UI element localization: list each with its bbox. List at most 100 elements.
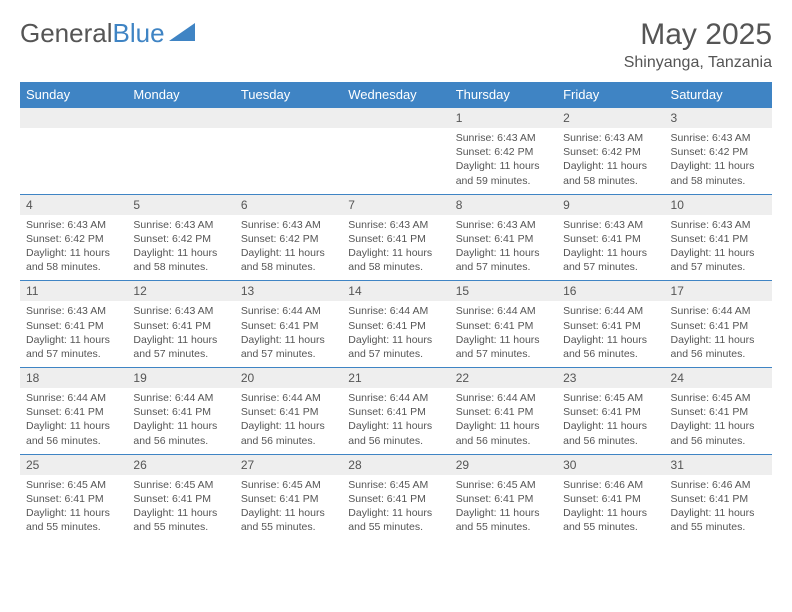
day-info-line: Daylight: 11 hours: [563, 246, 658, 260]
day-number: 11: [20, 281, 127, 301]
day-info-line: Sunset: 6:41 PM: [456, 405, 551, 419]
day-info-line: Daylight: 11 hours: [671, 246, 766, 260]
logo: GeneralBlue: [20, 18, 195, 49]
weekday-header: Monday: [127, 82, 234, 108]
day-body: Sunrise: 6:45 AMSunset: 6:41 PMDaylight:…: [20, 475, 127, 541]
day-info-line: and 59 minutes.: [456, 174, 551, 188]
weekday-header: Saturday: [665, 82, 772, 108]
day-info-line: and 56 minutes.: [133, 434, 228, 448]
day-info-line: and 56 minutes.: [348, 434, 443, 448]
calendar-day-cell: 1Sunrise: 6:43 AMSunset: 6:42 PMDaylight…: [450, 108, 557, 195]
day-info-line: and 58 minutes.: [671, 174, 766, 188]
calendar-day-cell: 20Sunrise: 6:44 AMSunset: 6:41 PMDayligh…: [235, 368, 342, 455]
day-info-line: and 55 minutes.: [133, 520, 228, 534]
day-info-line: Sunset: 6:41 PM: [563, 405, 658, 419]
day-info-line: and 56 minutes.: [26, 434, 121, 448]
day-number: 23: [557, 368, 664, 388]
day-info-line: and 58 minutes.: [133, 260, 228, 274]
day-info-line: Sunrise: 6:43 AM: [133, 304, 228, 318]
calendar-week-row: 11Sunrise: 6:43 AMSunset: 6:41 PMDayligh…: [20, 281, 772, 368]
day-info-line: and 56 minutes.: [241, 434, 336, 448]
day-number: 17: [665, 281, 772, 301]
day-body: Sunrise: 6:43 AMSunset: 6:42 PMDaylight:…: [450, 128, 557, 194]
month-title: May 2025: [624, 18, 772, 52]
day-info-line: Sunrise: 6:46 AM: [563, 478, 658, 492]
day-info-line: and 58 minutes.: [563, 174, 658, 188]
day-info-line: and 56 minutes.: [563, 434, 658, 448]
day-info-line: and 57 minutes.: [671, 260, 766, 274]
day-info-line: Sunrise: 6:43 AM: [563, 218, 658, 232]
day-number: 3: [665, 108, 772, 128]
day-body: Sunrise: 6:43 AMSunset: 6:42 PMDaylight:…: [20, 215, 127, 281]
day-info-line: and 57 minutes.: [348, 347, 443, 361]
day-body: Sunrise: 6:44 AMSunset: 6:41 PMDaylight:…: [557, 301, 664, 367]
calendar-day-cell: 13Sunrise: 6:44 AMSunset: 6:41 PMDayligh…: [235, 281, 342, 368]
day-info-line: and 58 minutes.: [241, 260, 336, 274]
calendar-table: SundayMondayTuesdayWednesdayThursdayFrid…: [20, 82, 772, 540]
day-number: 22: [450, 368, 557, 388]
day-number: 28: [342, 455, 449, 475]
day-info-line: Daylight: 11 hours: [563, 333, 658, 347]
day-info-line: Sunrise: 6:45 AM: [671, 391, 766, 405]
day-info-line: Sunrise: 6:43 AM: [133, 218, 228, 232]
day-info-line: Daylight: 11 hours: [241, 333, 336, 347]
day-body: Sunrise: 6:43 AMSunset: 6:42 PMDaylight:…: [127, 215, 234, 281]
day-info-line: Daylight: 11 hours: [456, 419, 551, 433]
day-info-line: Sunset: 6:41 PM: [26, 405, 121, 419]
day-info-line: Sunrise: 6:44 AM: [456, 304, 551, 318]
day-body: [235, 128, 342, 178]
day-body: Sunrise: 6:43 AMSunset: 6:41 PMDaylight:…: [450, 215, 557, 281]
day-info-line: Daylight: 11 hours: [456, 333, 551, 347]
day-info-line: Sunrise: 6:43 AM: [456, 131, 551, 145]
day-info-line: Sunset: 6:41 PM: [563, 232, 658, 246]
day-body: Sunrise: 6:44 AMSunset: 6:41 PMDaylight:…: [235, 301, 342, 367]
day-info-line: Sunset: 6:41 PM: [563, 492, 658, 506]
calendar-day-cell: 7Sunrise: 6:43 AMSunset: 6:41 PMDaylight…: [342, 194, 449, 281]
day-info-line: Sunrise: 6:44 AM: [563, 304, 658, 318]
calendar-day-cell: 30Sunrise: 6:46 AMSunset: 6:41 PMDayligh…: [557, 454, 664, 540]
calendar-day-cell: 11Sunrise: 6:43 AMSunset: 6:41 PMDayligh…: [20, 281, 127, 368]
calendar-day-cell: 27Sunrise: 6:45 AMSunset: 6:41 PMDayligh…: [235, 454, 342, 540]
day-info-line: Sunrise: 6:44 AM: [348, 391, 443, 405]
day-number: [342, 108, 449, 128]
calendar-weekday-header: SundayMondayTuesdayWednesdayThursdayFrid…: [20, 82, 772, 108]
calendar-day-cell: 2Sunrise: 6:43 AMSunset: 6:42 PMDaylight…: [557, 108, 664, 195]
day-number: 12: [127, 281, 234, 301]
day-info-line: and 58 minutes.: [348, 260, 443, 274]
day-number: 16: [557, 281, 664, 301]
day-info-line: Sunrise: 6:45 AM: [241, 478, 336, 492]
calendar-day-cell: 4Sunrise: 6:43 AMSunset: 6:42 PMDaylight…: [20, 194, 127, 281]
day-number: 14: [342, 281, 449, 301]
calendar-day-cell: 29Sunrise: 6:45 AMSunset: 6:41 PMDayligh…: [450, 454, 557, 540]
calendar-week-row: 25Sunrise: 6:45 AMSunset: 6:41 PMDayligh…: [20, 454, 772, 540]
day-body: Sunrise: 6:43 AMSunset: 6:41 PMDaylight:…: [20, 301, 127, 367]
calendar-day-cell: 21Sunrise: 6:44 AMSunset: 6:41 PMDayligh…: [342, 368, 449, 455]
day-number: 25: [20, 455, 127, 475]
day-info-line: Sunset: 6:41 PM: [348, 405, 443, 419]
day-body: Sunrise: 6:43 AMSunset: 6:41 PMDaylight:…: [557, 215, 664, 281]
day-info-line: Sunset: 6:41 PM: [671, 232, 766, 246]
day-info-line: Sunset: 6:41 PM: [133, 492, 228, 506]
day-info-line: Sunset: 6:42 PM: [671, 145, 766, 159]
day-info-line: Sunrise: 6:45 AM: [563, 391, 658, 405]
day-info-line: and 55 minutes.: [671, 520, 766, 534]
day-info-line: Sunrise: 6:45 AM: [26, 478, 121, 492]
calendar-day-cell: 17Sunrise: 6:44 AMSunset: 6:41 PMDayligh…: [665, 281, 772, 368]
day-body: Sunrise: 6:44 AMSunset: 6:41 PMDaylight:…: [665, 301, 772, 367]
logo-text-right: Blue: [113, 18, 165, 49]
day-info-line: and 55 minutes.: [241, 520, 336, 534]
day-body: Sunrise: 6:44 AMSunset: 6:41 PMDaylight:…: [127, 388, 234, 454]
day-info-line: and 57 minutes.: [456, 260, 551, 274]
day-body: Sunrise: 6:43 AMSunset: 6:41 PMDaylight:…: [127, 301, 234, 367]
day-info-line: Sunset: 6:41 PM: [26, 319, 121, 333]
calendar-day-cell: 18Sunrise: 6:44 AMSunset: 6:41 PMDayligh…: [20, 368, 127, 455]
day-info-line: Sunrise: 6:43 AM: [563, 131, 658, 145]
day-info-line: Sunset: 6:41 PM: [563, 319, 658, 333]
calendar-day-cell: 12Sunrise: 6:43 AMSunset: 6:41 PMDayligh…: [127, 281, 234, 368]
day-body: [127, 128, 234, 178]
day-info-line: Daylight: 11 hours: [563, 506, 658, 520]
day-info-line: Daylight: 11 hours: [671, 506, 766, 520]
calendar-day-cell: 3Sunrise: 6:43 AMSunset: 6:42 PMDaylight…: [665, 108, 772, 195]
day-body: [342, 128, 449, 178]
day-body: Sunrise: 6:43 AMSunset: 6:41 PMDaylight:…: [665, 215, 772, 281]
